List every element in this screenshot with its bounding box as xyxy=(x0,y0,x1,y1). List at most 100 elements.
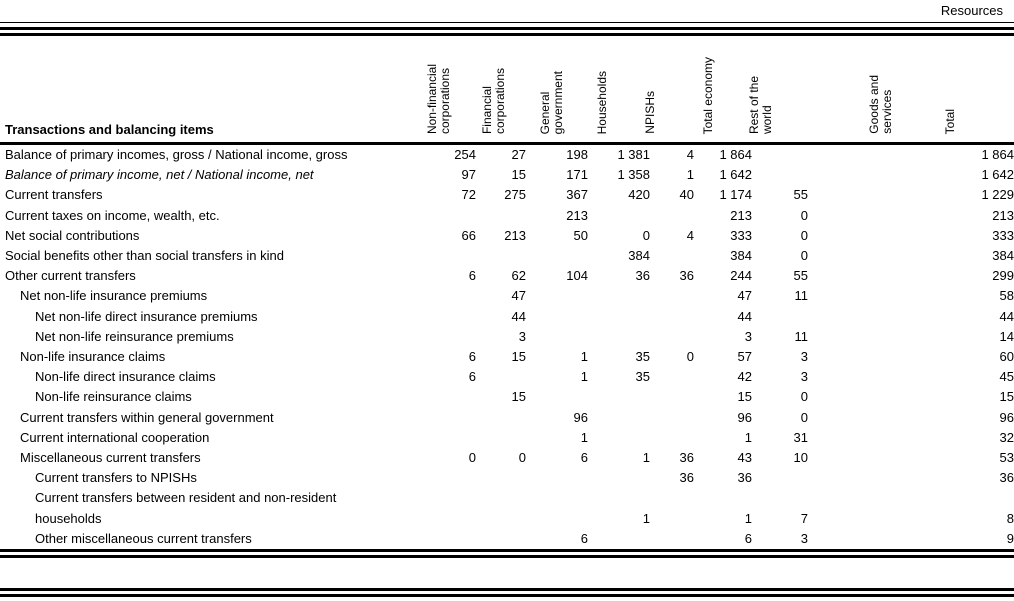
table-cell: 1 xyxy=(580,429,588,445)
row-label: Other miscellaneous current transfers xyxy=(35,530,252,546)
table-cell xyxy=(476,428,526,448)
table-cell: 1 864 xyxy=(719,147,752,162)
column-header-total: Total xyxy=(943,108,957,134)
table-row: Miscellaneous current transfers 0 0 6 1 36 43 1… xyxy=(0,448,1014,468)
table-cell: 47 xyxy=(511,288,526,304)
table-cell xyxy=(476,408,526,428)
table-cell: 40 xyxy=(679,187,694,203)
table-cell xyxy=(476,206,526,226)
table-cell: 1 xyxy=(744,510,752,526)
table-cell: 6 xyxy=(580,530,588,546)
table-cell: 1 xyxy=(686,167,694,183)
table-cell xyxy=(526,307,588,327)
table-cell xyxy=(808,185,870,205)
table-cell: 96 xyxy=(999,409,1014,425)
table-cell: 32 xyxy=(999,429,1014,445)
table-cell: 333 xyxy=(992,227,1014,243)
table-row: Net social contributions 66 213 50 0 4 333 0 333 xyxy=(0,226,1014,246)
table-cell: 1 642 xyxy=(981,167,1014,183)
table-cell: 254 xyxy=(454,147,476,162)
table-cell xyxy=(808,327,870,347)
table-cell: 3 xyxy=(800,369,808,385)
table-cell: 62 xyxy=(511,268,526,284)
table-cell: 0 xyxy=(686,349,694,365)
table-cell: 333 xyxy=(730,227,752,243)
table-cell xyxy=(588,286,650,306)
column-header-general-government: General government xyxy=(538,70,565,134)
table-cell xyxy=(414,468,476,488)
table-cell xyxy=(808,286,870,306)
resources-label: Resources xyxy=(940,3,1003,18)
table-cell xyxy=(414,246,476,266)
table-cell xyxy=(650,286,694,306)
table-cell: 1 xyxy=(580,369,588,385)
table-cell: 36 xyxy=(679,268,694,284)
table-cell xyxy=(476,246,526,266)
table-cell: 171 xyxy=(566,167,588,183)
table-cell: 4 xyxy=(686,147,694,162)
row-label: Current taxes on income, wealth, etc. xyxy=(5,207,220,223)
table-cell: 11 xyxy=(794,328,809,344)
table-cell: 27 xyxy=(511,147,526,162)
table-row: Current transfers between resident and n… xyxy=(0,488,1014,528)
table-cell xyxy=(650,246,694,266)
row-header-title: Transactions and balancing items xyxy=(5,122,214,137)
table-cell: 213 xyxy=(992,207,1014,223)
table-cell: 1 xyxy=(642,510,650,526)
table-cell xyxy=(808,246,870,266)
column-header-financial-corporations: Financial corporations xyxy=(480,67,507,134)
table-cell: 1 229 xyxy=(981,187,1014,203)
row-label: Other current transfers xyxy=(5,268,136,284)
table-cell xyxy=(414,529,476,549)
table-cell: 55 xyxy=(793,187,808,203)
table-cell: 6 xyxy=(580,450,588,466)
row-label: Miscellaneous current transfers xyxy=(20,450,201,466)
row-label: Non-life direct insurance claims xyxy=(35,369,216,385)
table-cell: 36 xyxy=(737,470,752,486)
table-cell: 53 xyxy=(999,450,1014,466)
table-cell: 8 xyxy=(1006,510,1014,526)
row-label: Non-life insurance claims xyxy=(20,349,166,365)
row-label: Net non-life insurance premiums xyxy=(20,288,208,304)
table-cell xyxy=(414,387,476,407)
table-cell xyxy=(588,387,650,407)
table-cell xyxy=(808,408,870,428)
table-row: Balance of primary incomes, gross / Nati… xyxy=(0,145,1014,165)
table-row: Net non-life direct insurance premiums 44… xyxy=(0,307,1014,327)
table-row: Current transfers 72 275 367 420 40 1 174 55 1 2… xyxy=(0,185,1014,205)
table-cell: 3 xyxy=(800,349,808,365)
table-cell: 420 xyxy=(628,187,650,203)
table-row: Other current transfers 6 62 104 36 36 244 55 29… xyxy=(0,266,1014,286)
bottom-spacer xyxy=(0,558,1014,588)
column-header-row: Transactions and balancing items Non-fin… xyxy=(0,36,1014,142)
table-cell xyxy=(588,206,650,226)
table-row: Non-life reinsurance claims 15 15 0 15 xyxy=(0,387,1014,407)
table-cell: 1 381 xyxy=(617,147,650,162)
table-cell xyxy=(752,145,808,165)
table-cell: 47 xyxy=(737,288,752,304)
table-cell: 275 xyxy=(504,187,526,203)
table-cell: 44 xyxy=(511,308,526,324)
table-cell xyxy=(588,468,650,488)
transactions-table: Balance of primary incomes, gross / Nati… xyxy=(0,145,1014,549)
table-cell xyxy=(414,488,476,528)
table-cell xyxy=(808,347,870,367)
table-cell: 72 xyxy=(461,187,476,203)
table-cell xyxy=(808,165,870,185)
table-cell xyxy=(808,145,870,165)
table-cell: 36 xyxy=(635,268,650,284)
row-label: Current international cooperation xyxy=(20,429,210,445)
table-cell: 42 xyxy=(737,369,752,385)
table-cell xyxy=(476,529,526,549)
table-cell: 299 xyxy=(992,268,1014,284)
table-cell: 15 xyxy=(511,167,526,183)
table-cell: 43 xyxy=(737,450,752,466)
table-cell: 3 xyxy=(800,530,808,546)
table-cell: 3 xyxy=(744,328,752,344)
table-cell: 384 xyxy=(628,248,650,264)
table-cell xyxy=(808,468,870,488)
table-cell: 0 xyxy=(518,450,526,466)
table-body: Balance of primary incomes, gross / Nati… xyxy=(0,145,1014,549)
table-cell xyxy=(476,367,526,387)
table-cell xyxy=(808,307,870,327)
